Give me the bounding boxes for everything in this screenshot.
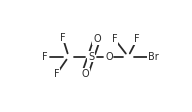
- Text: F: F: [112, 34, 118, 44]
- Text: Br: Br: [148, 52, 159, 62]
- Text: F: F: [60, 33, 65, 43]
- Text: O: O: [93, 34, 101, 44]
- Text: F: F: [42, 52, 48, 62]
- Text: O: O: [105, 52, 113, 62]
- Text: F: F: [54, 69, 60, 79]
- Text: F: F: [134, 34, 140, 44]
- Text: O: O: [81, 69, 89, 79]
- Text: S: S: [88, 52, 94, 62]
